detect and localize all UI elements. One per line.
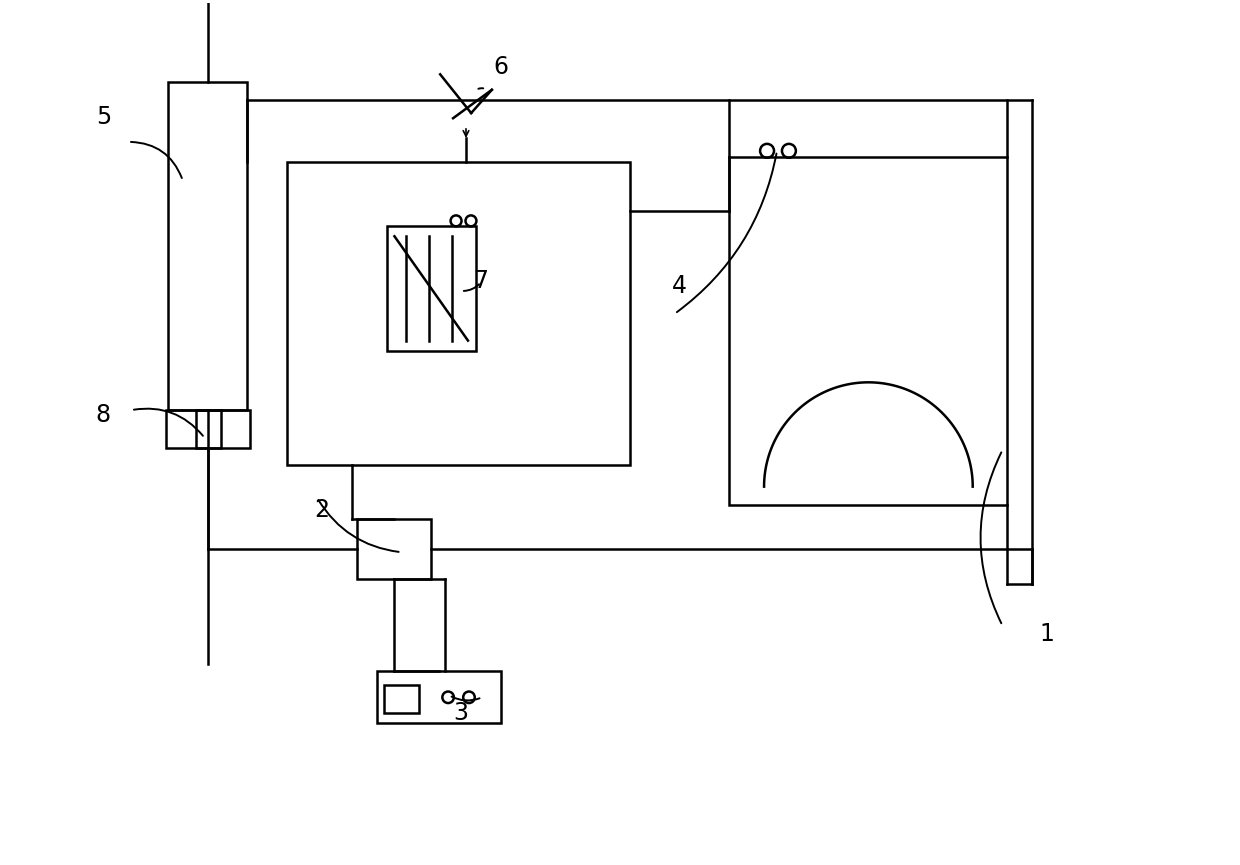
Text: 3: 3 (454, 702, 469, 725)
Text: 1: 1 (1040, 622, 1055, 645)
Bar (377, 671, 501, 723)
Text: 8: 8 (95, 403, 110, 427)
Bar (288, 162, 630, 465)
Text: 4: 4 (672, 274, 687, 298)
Bar (729, 157, 1007, 504)
Bar (383, 685, 419, 713)
Text: 2: 2 (315, 497, 330, 522)
Bar (167, 82, 248, 410)
Bar (387, 227, 476, 350)
Text: 7: 7 (474, 269, 489, 293)
Text: 6: 6 (494, 55, 508, 80)
Bar (196, 410, 250, 448)
Text: 5: 5 (95, 105, 110, 129)
Bar (166, 410, 221, 448)
Bar (357, 520, 432, 579)
